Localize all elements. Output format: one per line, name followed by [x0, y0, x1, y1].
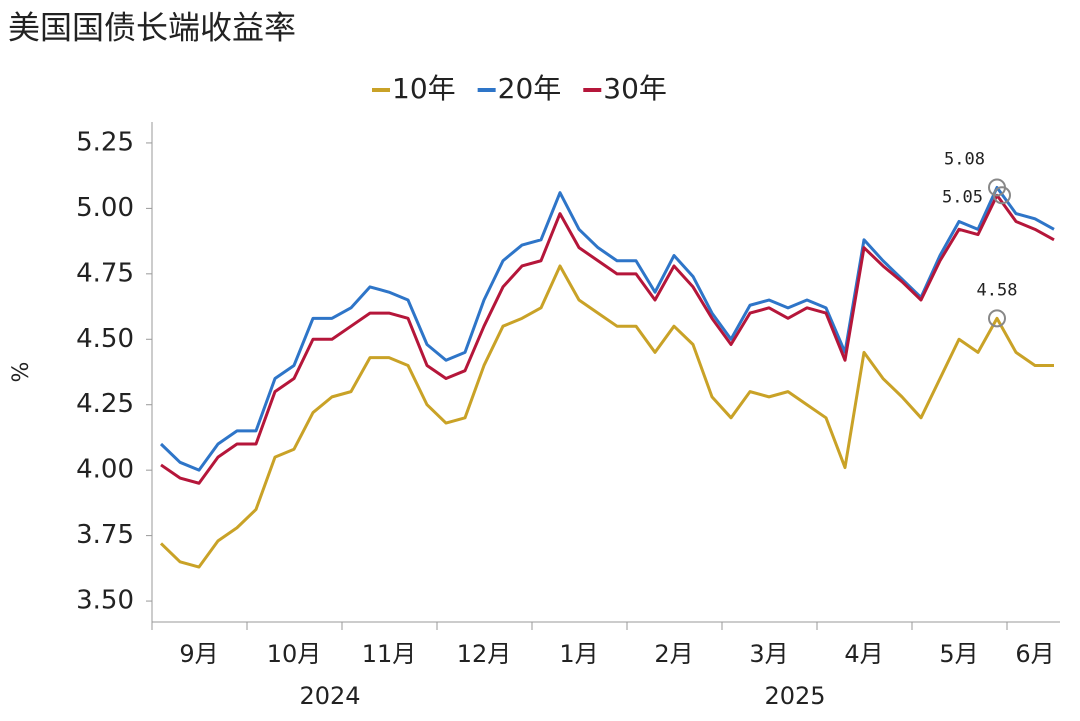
series-line	[160, 193, 1055, 485]
series-line	[159, 185, 1055, 472]
x-tick-label: 1月	[559, 640, 598, 668]
y-tick-label: 3.75	[76, 520, 134, 550]
legend-label: 30年	[603, 72, 667, 105]
annotation-label: 5.08	[944, 149, 985, 169]
y-tick-label: 4.25	[76, 389, 134, 419]
x-tick-label: 5月	[939, 640, 978, 668]
x-tick-label: 10月	[267, 640, 322, 668]
chart-title: 美国国债长端收益率	[8, 9, 296, 47]
y-tick-label: 3.50	[76, 586, 134, 616]
x-tick-label: 12月	[457, 640, 512, 668]
x-tick-label: 4月	[844, 640, 883, 668]
annotation-marker	[993, 186, 1011, 205]
x-tick-label: 11月	[362, 640, 417, 668]
y-tick-label: 4.75	[76, 258, 134, 288]
year-label: 2024	[299, 682, 360, 710]
x-tick-label: 2月	[654, 640, 693, 668]
x-tick-label: 3月	[749, 640, 788, 668]
x-tick-label: 9月	[179, 640, 218, 668]
annotation-label: 5.05	[942, 187, 983, 207]
legend-label: 20年	[498, 72, 562, 105]
y-tick-label: 5.25	[76, 127, 134, 157]
year-label: 2025	[764, 682, 825, 710]
y-tick-label: 4.50	[76, 324, 134, 354]
legend-label: 10年	[392, 72, 456, 105]
y-tick-label: 5.00	[76, 193, 134, 223]
x-tick-label: 6月	[1015, 640, 1054, 668]
annotation-marker	[988, 309, 1006, 328]
y-axis-label: %	[9, 362, 34, 383]
y-tick-label: 4.00	[76, 455, 134, 485]
annotation-label: 4.58	[977, 280, 1018, 300]
series-line	[159, 264, 1054, 569]
